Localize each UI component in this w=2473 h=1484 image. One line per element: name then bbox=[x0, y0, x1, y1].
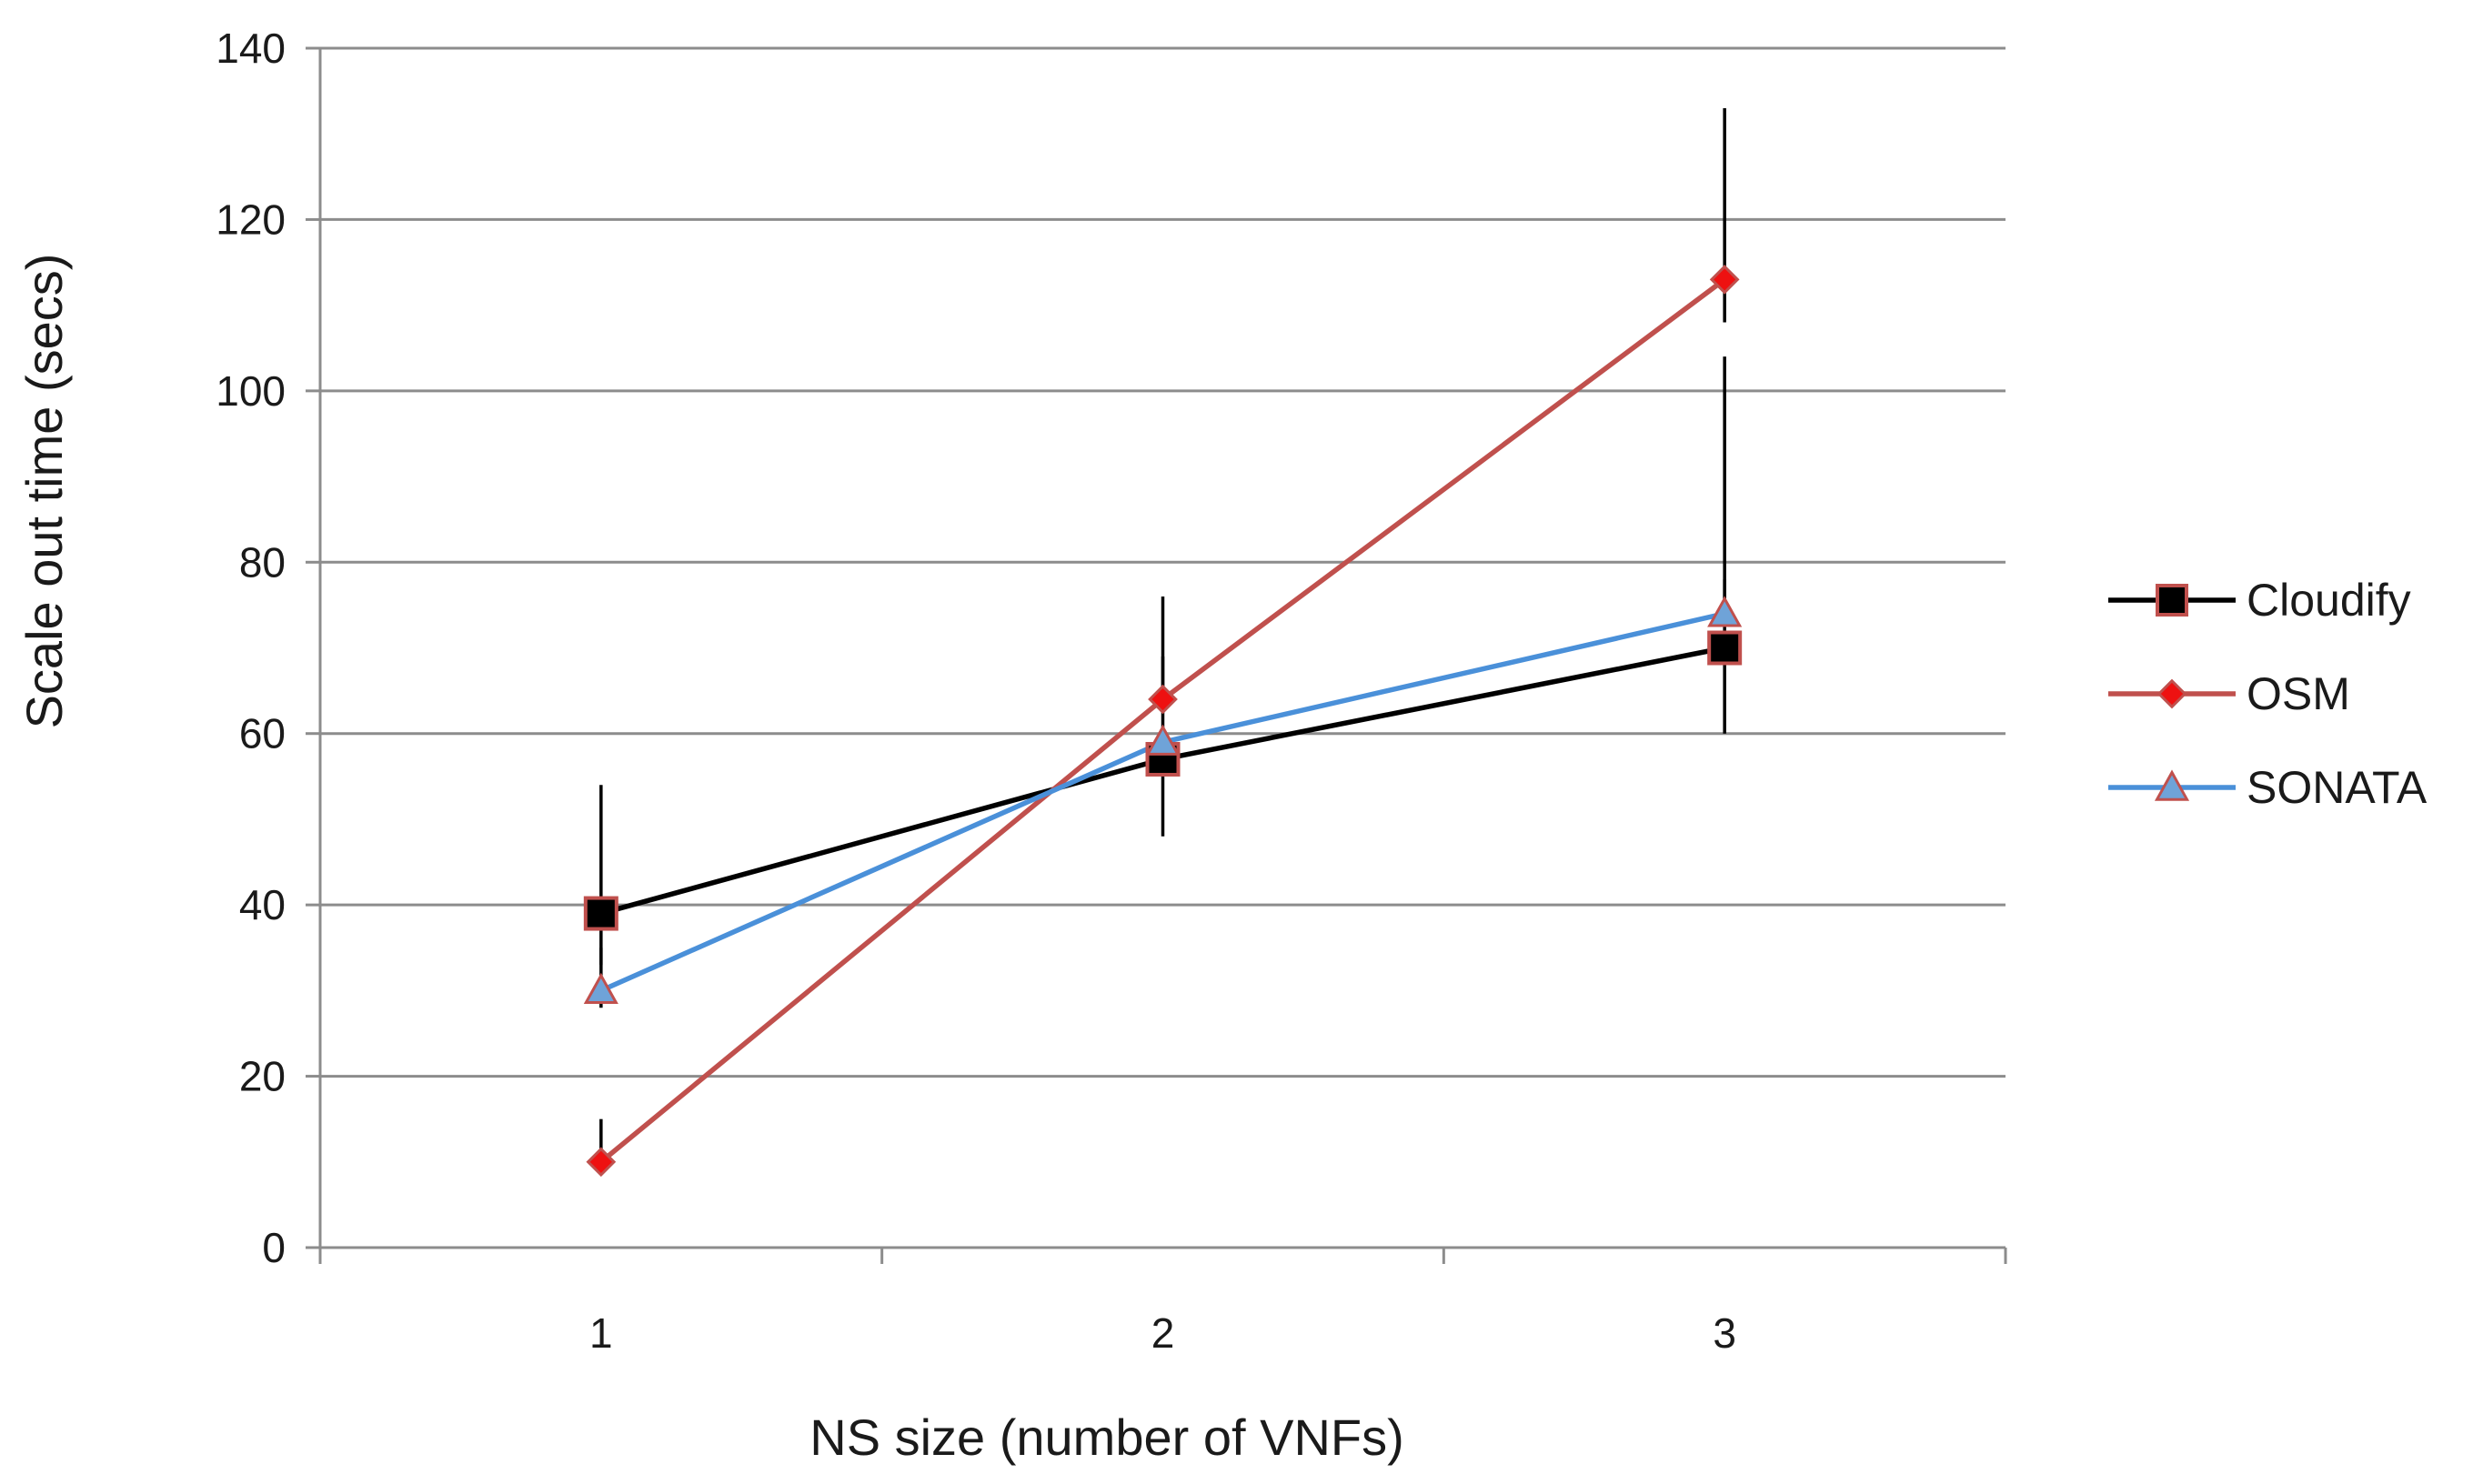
y-tick-label-40: 40 bbox=[239, 881, 286, 928]
x-axis-title: NS size (number of VNFs) bbox=[809, 1409, 1404, 1466]
x-tick-label-1: 1 bbox=[589, 1309, 613, 1357]
point-sonata-3 bbox=[1707, 596, 1743, 627]
legend-item-cloudify: Cloudify bbox=[2108, 575, 2411, 626]
legend-swatch-marker-sonata bbox=[2154, 769, 2190, 801]
legend-swatch-marker-osm bbox=[2156, 678, 2187, 709]
y-tick-label-60: 60 bbox=[239, 710, 286, 757]
axes bbox=[306, 46, 2007, 1264]
legend-swatch-marker-cloudify bbox=[2156, 584, 2188, 617]
y-tick-label-140: 140 bbox=[216, 25, 286, 72]
y-tick-label-0: 0 bbox=[262, 1224, 286, 1271]
y-tick-label-120: 120 bbox=[216, 196, 286, 243]
legend-label-cloudify: Cloudify bbox=[2247, 575, 2411, 626]
x-tick-label-2: 2 bbox=[1151, 1309, 1175, 1357]
point-cloudify-1 bbox=[583, 896, 618, 931]
y-tick-label-100: 100 bbox=[216, 367, 286, 415]
error-bars bbox=[599, 107, 1726, 1162]
point-cloudify-3 bbox=[1707, 630, 1743, 666]
legend-label-osm: OSM bbox=[2247, 668, 2350, 719]
point-osm-3 bbox=[1709, 265, 1740, 295]
point-sonata-1 bbox=[583, 972, 618, 1005]
y-tick-label-80: 80 bbox=[239, 538, 286, 586]
y-axis-title: Scale out time (secs) bbox=[15, 254, 73, 729]
legend: Cloudify OSM SONATA bbox=[2108, 575, 2428, 813]
y-tick-label-20: 20 bbox=[239, 1053, 286, 1100]
series-markers bbox=[583, 265, 1743, 1178]
gridlines bbox=[320, 46, 2006, 1078]
point-sonata-2 bbox=[1145, 724, 1181, 756]
x-tick-label-3: 3 bbox=[1713, 1309, 1736, 1357]
point-osm-2 bbox=[1148, 684, 1178, 715]
point-osm-1 bbox=[586, 1147, 617, 1178]
tick-labels: 0 20 40 60 80 100 120 140 1 2 3 bbox=[216, 25, 1736, 1357]
legend-label-sonata: SONATA bbox=[2247, 762, 2428, 813]
legend-item-sonata: SONATA bbox=[2108, 762, 2428, 813]
legend-item-osm: OSM bbox=[2108, 668, 2350, 719]
